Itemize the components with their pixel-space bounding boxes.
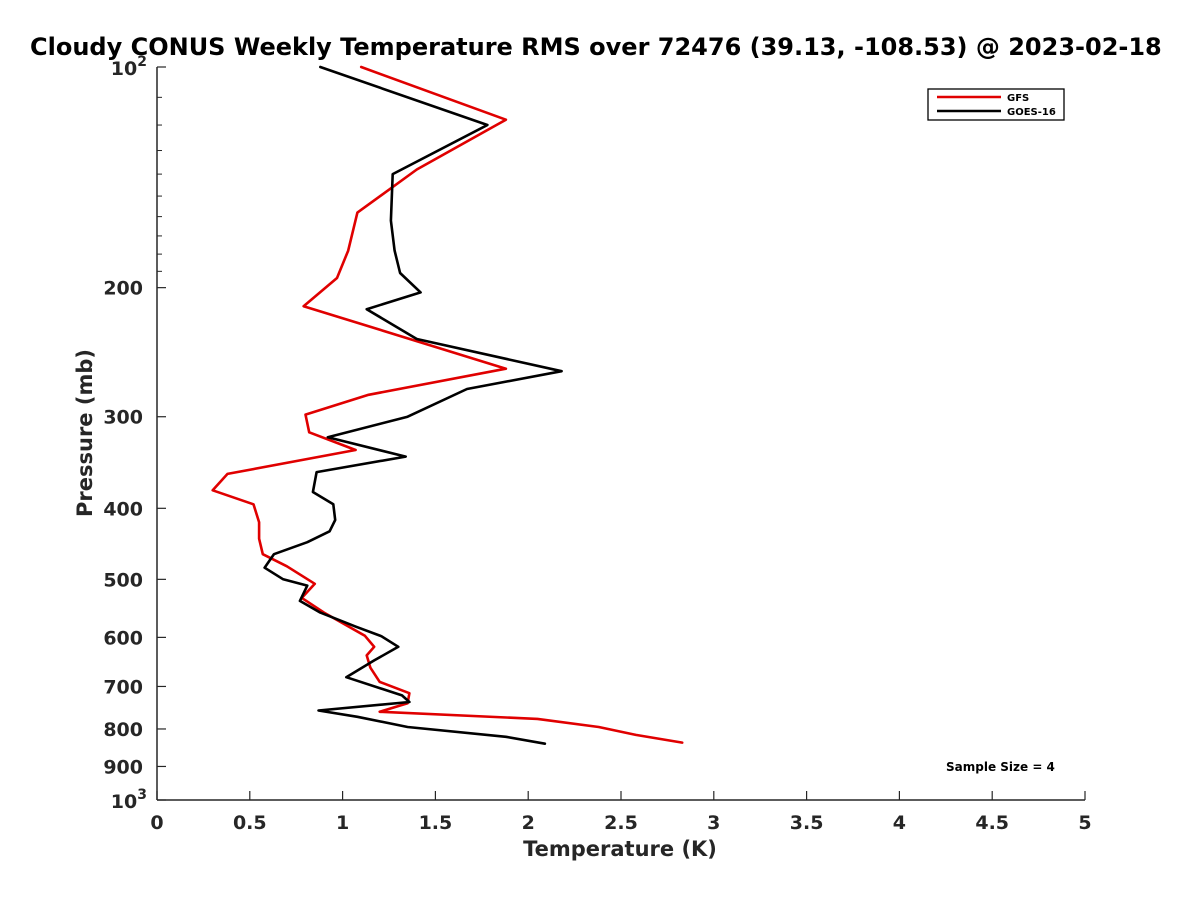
x-tick-label: 1	[336, 812, 349, 834]
x-tick-label: 2	[522, 812, 535, 834]
x-tick-label: 0	[150, 812, 163, 834]
series-line-goes-16	[263, 65, 563, 746]
x-tick-label: 0.5	[233, 812, 267, 834]
series-layer	[211, 65, 684, 746]
legend-label-gfs: GFS	[1007, 93, 1029, 104]
y-tick-label: 102	[111, 54, 147, 80]
chart-title: Cloudy CONUS Weekly Temperature RMS over…	[30, 33, 1162, 61]
y-tick-label: 500	[103, 569, 143, 591]
y-tick-label: 900	[103, 756, 143, 778]
x-tick-label: 4.5	[975, 812, 1009, 834]
y-tick-label: 300	[103, 407, 143, 429]
y-tick-label: 700	[103, 676, 143, 698]
series-line-gfs	[211, 65, 684, 744]
x-tick-label: 4	[893, 812, 906, 834]
plot-axes: 0 0.5 1 1.5 2 2.5 3 3.5 4 4.5 5 102 200 300 400 500 600 7…	[103, 54, 1091, 834]
x-axis-label: Temperature (K)	[523, 837, 717, 861]
y-tick-label: 600	[103, 627, 143, 649]
x-tick-label: 5	[1078, 812, 1091, 834]
y-axis-label: Pressure (mb)	[73, 349, 97, 517]
legend-box	[927, 88, 1065, 121]
y-tick-label: 800	[103, 719, 143, 741]
x-tick-label: 1.5	[419, 812, 453, 834]
x-tick-label: 3	[707, 812, 720, 834]
x-tick-label: 2.5	[604, 812, 638, 834]
sample-size-note: Sample Size = 4	[946, 760, 1055, 774]
x-tick-label: 3.5	[790, 812, 824, 834]
legend: GFS GOES-16	[927, 88, 1065, 121]
y-tick-label: 400	[103, 498, 143, 520]
legend-label-goes-16: GOES-16	[1007, 107, 1056, 118]
y-tick-label: 103	[111, 787, 147, 813]
y-tick-label: 200	[103, 278, 143, 300]
